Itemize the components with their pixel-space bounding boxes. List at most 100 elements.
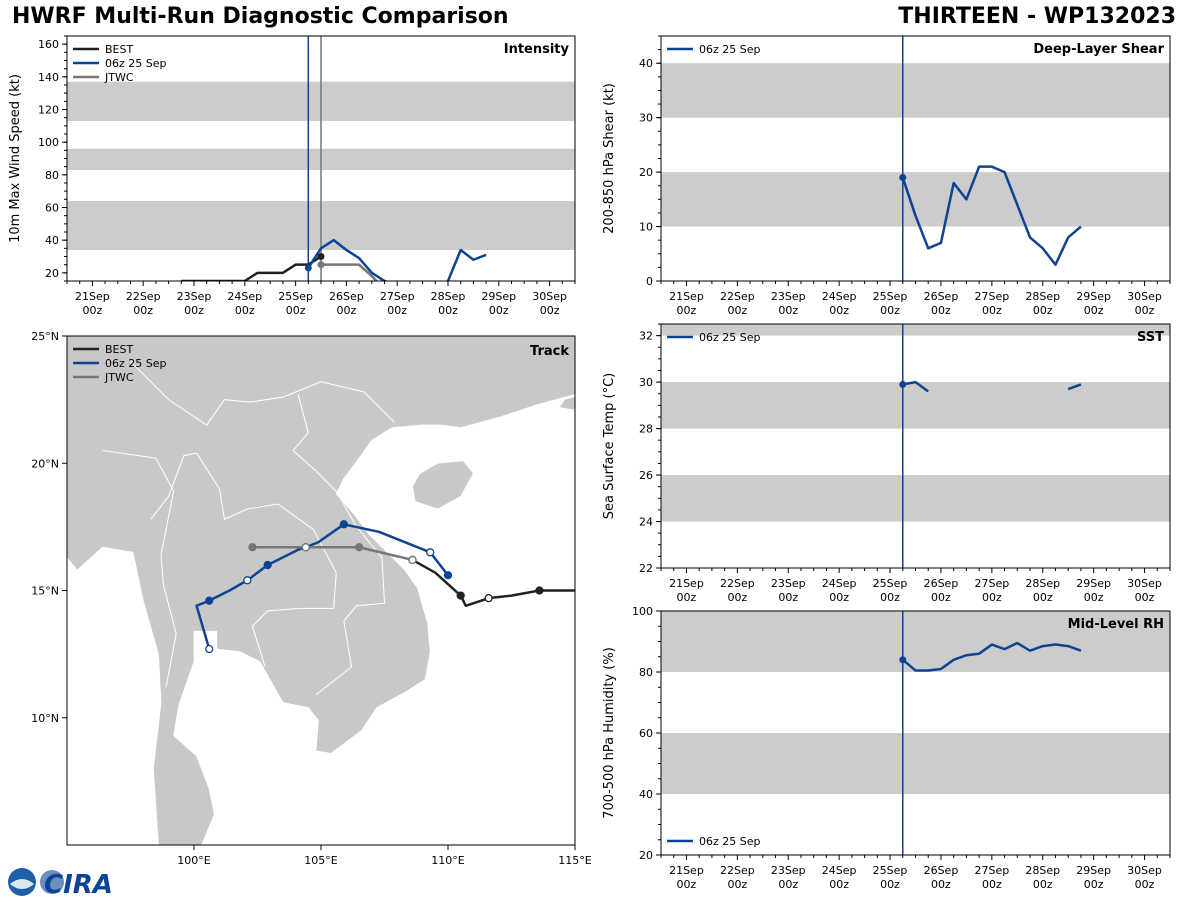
sst-panel: 22 24 26 28 30 32 21Sep 00z 22Sep 00z 23Sep 00z 24Se… bbox=[602, 323, 1171, 604]
y-tick-label: 26 bbox=[639, 469, 653, 482]
x-tick-label: 23Sep 00z bbox=[771, 290, 806, 317]
x-tick-label: 29Sep 00z bbox=[1076, 290, 1111, 317]
series-marker-run bbox=[899, 656, 907, 664]
y-tick-label: 80 bbox=[45, 169, 59, 182]
y-tick-label: 30 bbox=[639, 112, 653, 125]
shaded-band bbox=[661, 63, 1170, 118]
x-tick-label: 23Sep 00z bbox=[771, 864, 806, 891]
globe-logo-icon bbox=[40, 870, 64, 894]
shaded-band bbox=[661, 324, 1170, 336]
series-line-jtwc bbox=[321, 263, 379, 281]
shear-panel: 0 10 20 30 40 21Sep 00z 22Sep 00z 23Sep 00z 24Sep 00… bbox=[602, 35, 1171, 317]
y-tick-label: 32 bbox=[639, 330, 653, 343]
border-line bbox=[130, 361, 396, 426]
y-tick-label: 24 bbox=[639, 516, 653, 529]
x-tick-label: 29Sep 00z bbox=[1076, 577, 1111, 604]
y-tick-label: 100 bbox=[38, 136, 59, 149]
y-tick-label: 40 bbox=[639, 788, 653, 801]
series-line-run bbox=[307, 238, 390, 281]
series-marker-run bbox=[304, 264, 312, 272]
x-tick-label: 25Sep 00z bbox=[873, 290, 908, 317]
y-tick-label: 22 bbox=[639, 562, 653, 575]
plot-frame bbox=[660, 323, 1171, 569]
map-area bbox=[67, 336, 575, 845]
x-tick-label: 24Sep 00z bbox=[227, 290, 262, 317]
track-panel: 100°E 105°E 110°E 115°E 10°N 15°N 20°N 25°N Trac… bbox=[31, 330, 592, 867]
x-tick-label: 21Sep 00z bbox=[669, 290, 704, 317]
x-tick-label: 21Sep 00z bbox=[75, 290, 110, 317]
y-tick-label: 30 bbox=[639, 376, 653, 389]
legend-label-best: BEST bbox=[105, 343, 133, 356]
series-marker-jtwc bbox=[317, 261, 325, 269]
y-tick-label: 60 bbox=[639, 727, 653, 740]
x-tick-label: 23Sep 00z bbox=[771, 577, 806, 604]
x-tick-label: 27Sep 00z bbox=[380, 290, 415, 317]
lon-tick-label: 100°E bbox=[177, 854, 210, 867]
x-tick-label: 27Sep 00z bbox=[974, 290, 1009, 317]
y-tick-label: 28 bbox=[639, 423, 653, 436]
legend-label-run: 06z 25 Sep bbox=[105, 357, 167, 370]
storm-title: THIRTEEN - WP132023 bbox=[898, 4, 1176, 29]
panel-title: SST bbox=[1137, 330, 1164, 345]
track-marker-jtwc bbox=[408, 555, 417, 565]
plot-area bbox=[661, 324, 1170, 568]
rh-panel: 20 40 60 80 100 21Sep 00z 22Sep 00z 23Sep 00z 24Sep… bbox=[602, 605, 1171, 891]
series-marker-best bbox=[317, 253, 325, 260]
border-line bbox=[102, 450, 177, 688]
lat-tick-label: 20°N bbox=[31, 457, 59, 470]
track-marker-jtwc bbox=[354, 543, 364, 552]
shaded-band bbox=[661, 475, 1170, 522]
shaded-band bbox=[661, 733, 1170, 794]
y-tick-label: 140 bbox=[38, 71, 59, 84]
x-tick-label: 24Sep 00z bbox=[822, 864, 857, 891]
legend-label-best: BEST bbox=[105, 43, 133, 56]
legend-label-run: 06z 25 Sep bbox=[699, 43, 761, 56]
track-marker-run bbox=[443, 571, 453, 580]
border-line bbox=[292, 394, 386, 696]
y-tick-label: 20 bbox=[639, 849, 653, 862]
track-marker-jtwc bbox=[301, 543, 310, 552]
y-tick-label: 20 bbox=[639, 166, 653, 179]
series-line-run bbox=[446, 248, 487, 281]
panel-title: Track bbox=[530, 344, 569, 359]
panel-title: Intensity bbox=[504, 42, 570, 57]
track-marker-run bbox=[243, 576, 252, 585]
x-tick-label: 22Sep 00z bbox=[720, 290, 755, 317]
y-tick-label: 80 bbox=[639, 666, 653, 679]
x-tick-label: 30Sep 00z bbox=[1127, 577, 1162, 604]
x-tick-label: 24Sep 00z bbox=[822, 290, 857, 317]
cira-logo: CIRA bbox=[4, 866, 114, 902]
legend-label-run: 06z 25 Sep bbox=[699, 331, 761, 344]
x-tick-label: 26Sep 00z bbox=[924, 290, 959, 317]
series-line-run bbox=[1067, 383, 1082, 391]
x-tick-label: 25Sep 00z bbox=[873, 577, 908, 604]
legend-label-run: 06z 25 Sep bbox=[105, 57, 167, 70]
legend-label-run: 06z 25 Sep bbox=[699, 835, 761, 848]
y-axis-label: 200-850 hPa Shear (kt) bbox=[602, 83, 617, 234]
lon-tick-label: 115°E bbox=[558, 854, 591, 867]
x-tick-label: 24Sep 00z bbox=[822, 577, 857, 604]
x-tick-label: 25Sep 00z bbox=[873, 864, 908, 891]
x-tick-label: 30Sep 00z bbox=[1127, 864, 1162, 891]
plot-area bbox=[67, 36, 575, 281]
x-tick-label: 28Sep 00z bbox=[1025, 864, 1060, 891]
panel-title: Mid-Level RH bbox=[1068, 617, 1164, 632]
x-tick-label: 28Sep 00z bbox=[1025, 577, 1060, 604]
border-line bbox=[196, 452, 337, 667]
series-line-run bbox=[901, 165, 1082, 266]
x-tick-label: 22Sep 00z bbox=[126, 290, 161, 317]
y-tick-label: 10 bbox=[639, 221, 653, 234]
track-marker-best bbox=[535, 586, 544, 595]
x-tick-label: 21Sep 00z bbox=[669, 864, 704, 891]
plot-area bbox=[661, 611, 1170, 855]
x-tick-label: 23Sep 00z bbox=[177, 290, 212, 317]
series-line-best bbox=[181, 255, 322, 281]
x-tick-label: 28Sep 00z bbox=[431, 290, 466, 317]
panel-title: Deep-Layer Shear bbox=[1033, 42, 1164, 57]
lon-tick-label: 110°E bbox=[431, 854, 464, 867]
track-line-best bbox=[411, 558, 575, 608]
y-tick-label: 0 bbox=[646, 275, 653, 288]
x-tick-label: 28Sep 00z bbox=[1025, 290, 1060, 317]
shaded-band bbox=[661, 382, 1170, 429]
